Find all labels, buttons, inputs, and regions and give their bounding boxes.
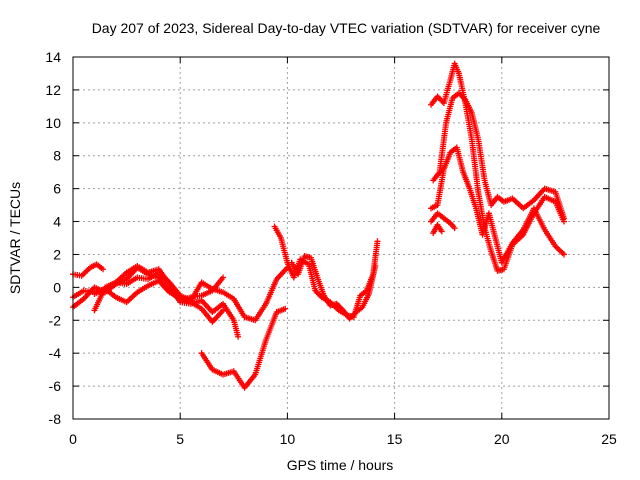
y-tick-label: 12 bbox=[45, 82, 61, 98]
data-point-marker bbox=[282, 305, 289, 312]
x-tick-label: 15 bbox=[387, 431, 403, 447]
x-tick-label: 10 bbox=[280, 431, 296, 447]
data-point-marker bbox=[438, 228, 445, 235]
data-point-marker bbox=[100, 266, 107, 273]
x-tick-label: 20 bbox=[494, 431, 510, 447]
data-point-marker bbox=[461, 95, 468, 102]
x-tick-label: 5 bbox=[176, 431, 184, 447]
data-point-marker bbox=[560, 251, 567, 258]
data-point-marker bbox=[372, 262, 379, 269]
data-point-marker bbox=[220, 274, 227, 281]
y-tick-label: 10 bbox=[45, 115, 61, 131]
x-axis-label: GPS time / hours bbox=[287, 457, 394, 473]
data-point-marker bbox=[560, 215, 567, 222]
x-tick-label: 0 bbox=[69, 431, 77, 447]
grid-lines bbox=[73, 57, 609, 419]
y-tick-label: 2 bbox=[53, 246, 61, 262]
y-tick-label: -6 bbox=[49, 378, 62, 394]
data-point-marker bbox=[374, 238, 381, 245]
y-tick-label: 14 bbox=[45, 49, 61, 65]
y-tick-label: 4 bbox=[53, 214, 61, 230]
y-tick-label: -2 bbox=[49, 312, 62, 328]
plot-frame bbox=[72, 56, 610, 420]
y-tick-label: -4 bbox=[49, 345, 62, 361]
y-tick-label: -8 bbox=[49, 411, 62, 427]
y-tick-label: 8 bbox=[53, 148, 61, 164]
data-point-marker bbox=[220, 307, 227, 314]
y-tick-label: 6 bbox=[53, 181, 61, 197]
data-point-marker bbox=[235, 333, 242, 340]
y-tick-label: 0 bbox=[53, 279, 61, 295]
axis-ticks: 0 5 10 15 20 25 -8 -6 -4 -2 0 2 4 6 8 10 12 14 bbox=[45, 49, 617, 447]
y-axis-label: SDTVAR / TECUs bbox=[7, 182, 23, 294]
x-tick-label: 25 bbox=[601, 431, 617, 447]
data-marks bbox=[70, 60, 567, 391]
chart-title: Day 207 of 2023, Sidereal Day-to-day VTE… bbox=[92, 20, 601, 36]
data-point-marker bbox=[451, 225, 458, 232]
